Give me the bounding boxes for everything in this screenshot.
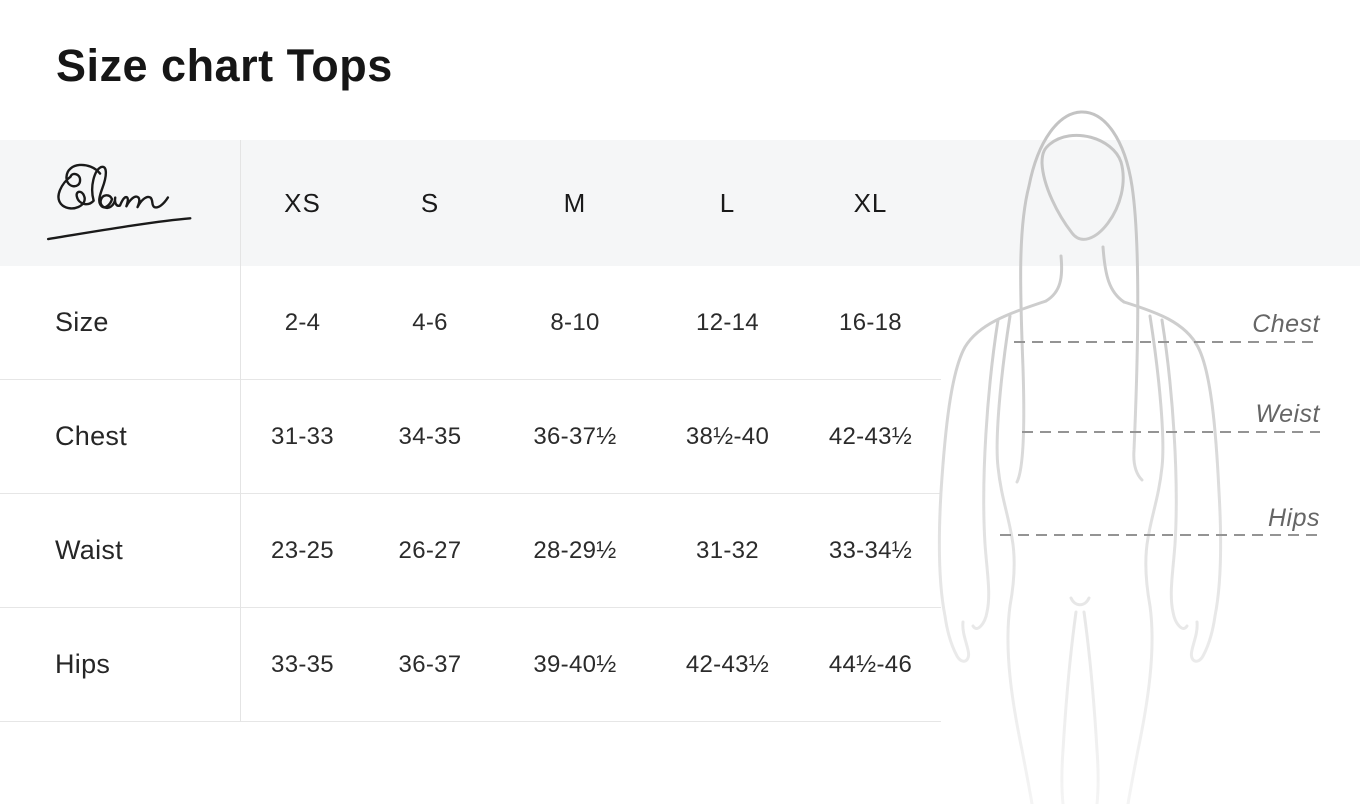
cell-hips-xl: 44½-46	[828, 650, 913, 678]
cell-chest-s: 34-35	[398, 422, 462, 450]
measurement-label-hips: Hips	[1267, 504, 1320, 532]
chest-dashed-line	[1014, 341, 1320, 343]
face-outline	[1040, 133, 1125, 241]
cell-size-l: 12-14	[696, 308, 759, 336]
brand-signature-elan	[46, 163, 192, 240]
table-row-hips: Hips 33-35 36-37 39-40½ 42-43½ 44½-46	[0, 608, 941, 722]
cell-size-m: 8-10	[550, 308, 600, 336]
waist-dashed-line	[1022, 431, 1320, 433]
cell-chest-xl: 42-43½	[828, 422, 913, 450]
column-header-xs: XS	[284, 187, 321, 218]
cell-hips-s: 36-37	[398, 650, 462, 678]
woman-silhouette-illustration	[937, 110, 1223, 804]
cell-hips-xs: 33-35	[271, 650, 334, 678]
right-torso-leg	[1126, 314, 1165, 804]
column-header-s: S	[420, 187, 440, 218]
cell-waist-m: 28-29½	[533, 536, 617, 564]
cell-waist-xl: 33-34½	[828, 536, 913, 564]
table-row-chest: Chest 31-33 34-35 36-37½ 38½-40 42-43½	[0, 380, 941, 494]
cell-size-s: 4-6	[412, 308, 448, 336]
crotch-curve	[1069, 596, 1091, 607]
column-header-l: L	[719, 187, 736, 218]
row-label-chest: Chest	[55, 421, 128, 451]
column-header-m: M	[563, 187, 587, 218]
table-header-row: XS S M L XL	[0, 140, 941, 266]
cell-size-xs: 2-4	[284, 308, 321, 336]
cell-chest-m: 36-37½	[533, 422, 617, 450]
cell-chest-l: 38½-40	[685, 422, 770, 450]
page-title: Size chart Tops	[56, 40, 393, 91]
cell-waist-xs: 23-25	[271, 536, 334, 564]
hair-outline	[1015, 110, 1144, 484]
column-header-xl: XL	[853, 187, 888, 218]
cell-hips-m: 39-40½	[533, 650, 617, 678]
cell-hips-l: 42-43½	[685, 650, 770, 678]
left-torso-leg	[995, 314, 1034, 804]
right-arm-inner	[1160, 318, 1189, 630]
left-arm-outer	[937, 299, 1048, 663]
left-arm-inner	[971, 318, 1000, 630]
brand-logo	[0, 140, 240, 266]
row-label-size: Size	[55, 307, 109, 337]
row-label-hips: Hips	[55, 649, 111, 679]
cell-waist-s: 26-27	[398, 536, 462, 564]
left-leg-inner	[1060, 610, 1078, 804]
neck-right	[1101, 245, 1126, 304]
measurement-label-chest: Chest	[1252, 310, 1320, 338]
measurement-label-weist: Weist	[1255, 400, 1320, 428]
size-table: XS S M L XL Size 2-4 4-6 8-10 12-14 16-1…	[0, 140, 941, 722]
cell-size-xl: 16-18	[839, 308, 902, 336]
cell-waist-l: 31-32	[696, 536, 759, 564]
table-column-divider	[240, 140, 241, 722]
neck-left	[1044, 254, 1064, 303]
table-row-size: Size 2-4 4-6 8-10 12-14 16-18	[0, 266, 941, 380]
row-label-waist: Waist	[55, 535, 123, 565]
hips-dashed-line	[1000, 534, 1320, 536]
cell-chest-xs: 31-33	[271, 422, 334, 450]
table-row-waist: Waist 23-25 26-27 28-29½ 31-32 33-34½	[0, 494, 941, 608]
right-leg-inner	[1082, 610, 1100, 804]
right-arm-outer	[1122, 300, 1223, 663]
